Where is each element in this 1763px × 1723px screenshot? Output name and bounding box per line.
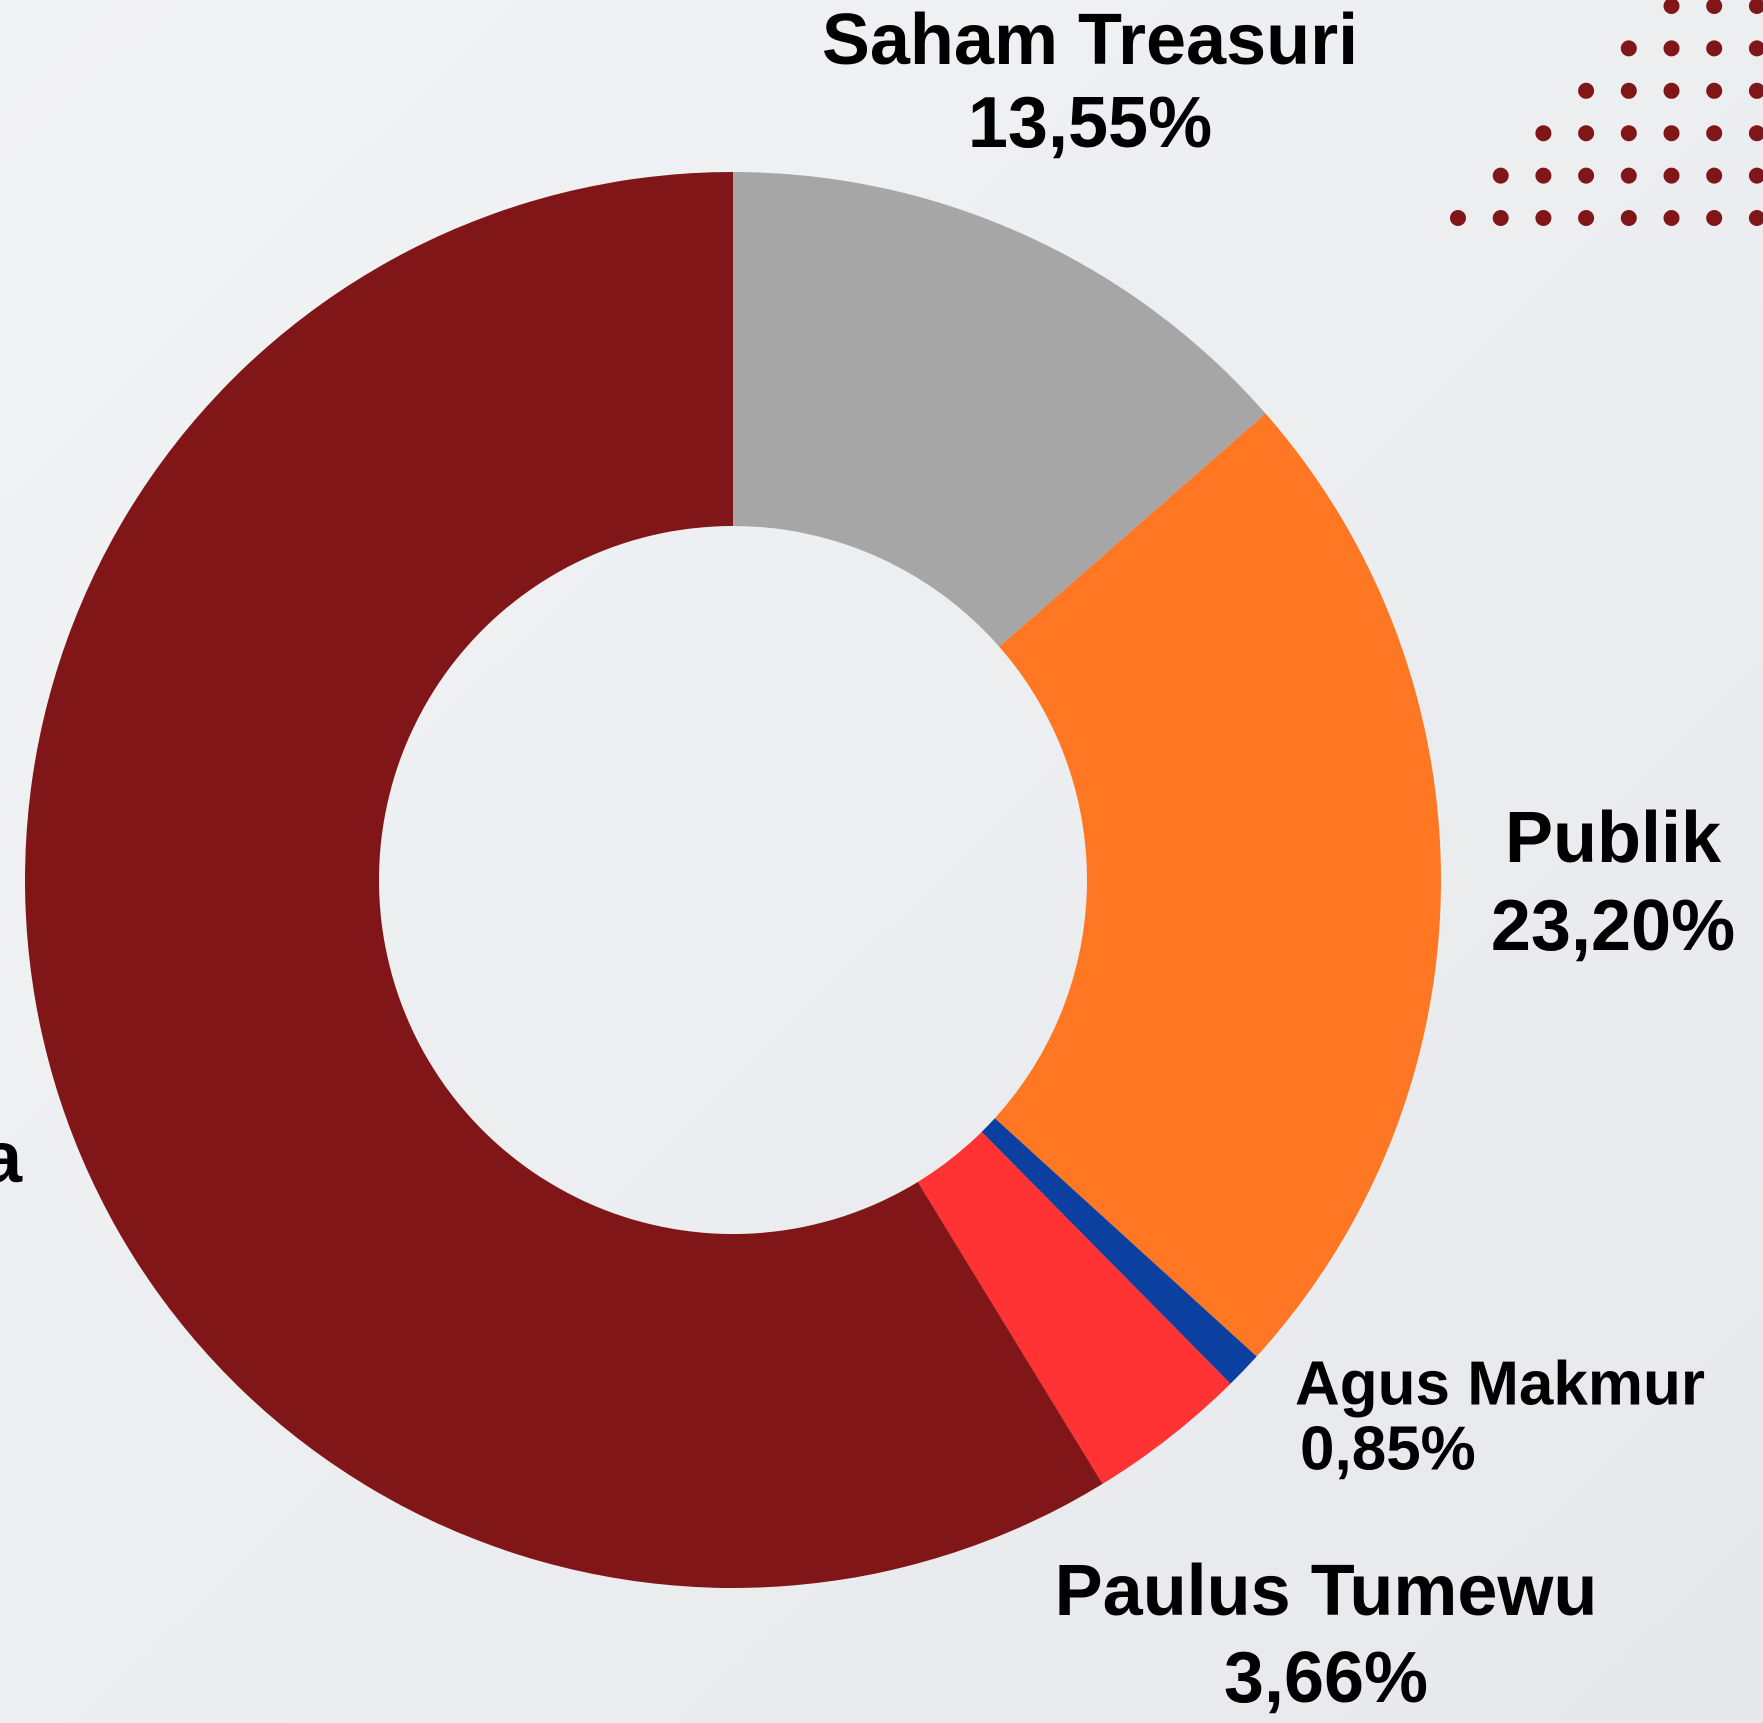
decoration-dot xyxy=(1748,0,1763,14)
slice-label: Publik xyxy=(1505,798,1722,878)
donut-slice xyxy=(994,413,1441,1357)
decoration-dot xyxy=(1578,82,1595,99)
decoration-dot xyxy=(1663,167,1680,184)
decoration-dot xyxy=(1492,167,1509,184)
decoration-dot xyxy=(1748,167,1763,184)
decoration-dot xyxy=(1663,82,1680,99)
decoration-dot xyxy=(1578,167,1595,184)
slice-label: Agus Makmur xyxy=(1295,1349,1705,1418)
decoration-dot xyxy=(1706,125,1723,142)
decoration-dot xyxy=(1620,82,1637,99)
decoration-dot xyxy=(1620,210,1637,226)
decoration-dot xyxy=(1706,210,1723,226)
slice-value-label: 23,20% xyxy=(1491,886,1735,966)
decoration-dot xyxy=(1748,125,1763,142)
decoration-dots xyxy=(1450,0,1763,226)
decoration-dot xyxy=(1620,40,1637,57)
decoration-dot xyxy=(1748,82,1763,99)
slice-value-label: 13,55% xyxy=(968,83,1212,163)
donut-slice xyxy=(733,172,1266,647)
decoration-dot xyxy=(1578,125,1595,142)
decoration-dot xyxy=(1706,167,1723,184)
decoration-dot xyxy=(1706,0,1723,14)
slice-label: Paulus Tumewu xyxy=(1055,1551,1598,1631)
slice-label: Saham Treasuri xyxy=(822,0,1358,80)
decoration-dot xyxy=(1663,125,1680,142)
slice-value-label: 3,66% xyxy=(1224,1638,1428,1718)
decoration-dot xyxy=(1535,210,1552,226)
decoration-dot xyxy=(1620,125,1637,142)
decoration-dot xyxy=(1578,210,1595,226)
decoration-dot xyxy=(1535,167,1552,184)
decoration-dot xyxy=(1663,210,1680,226)
slice-value-label: 0,85% xyxy=(1300,1414,1476,1483)
decoration-dot xyxy=(1492,210,1509,226)
decoration-dot xyxy=(1706,40,1723,57)
donut-slice xyxy=(981,1118,1257,1384)
donut-slice xyxy=(917,1131,1231,1484)
decoration-dot xyxy=(1535,125,1552,142)
decoration-dot xyxy=(1450,210,1466,226)
decoration-dot xyxy=(1663,40,1680,57)
slice-label: a xyxy=(0,1118,23,1198)
donut-slice xyxy=(25,172,1103,1588)
decoration-dot xyxy=(1663,0,1680,14)
decoration-dot xyxy=(1748,210,1763,226)
decoration-dot xyxy=(1620,167,1637,184)
decoration-dot xyxy=(1748,40,1763,57)
decoration-dot xyxy=(1706,82,1723,99)
